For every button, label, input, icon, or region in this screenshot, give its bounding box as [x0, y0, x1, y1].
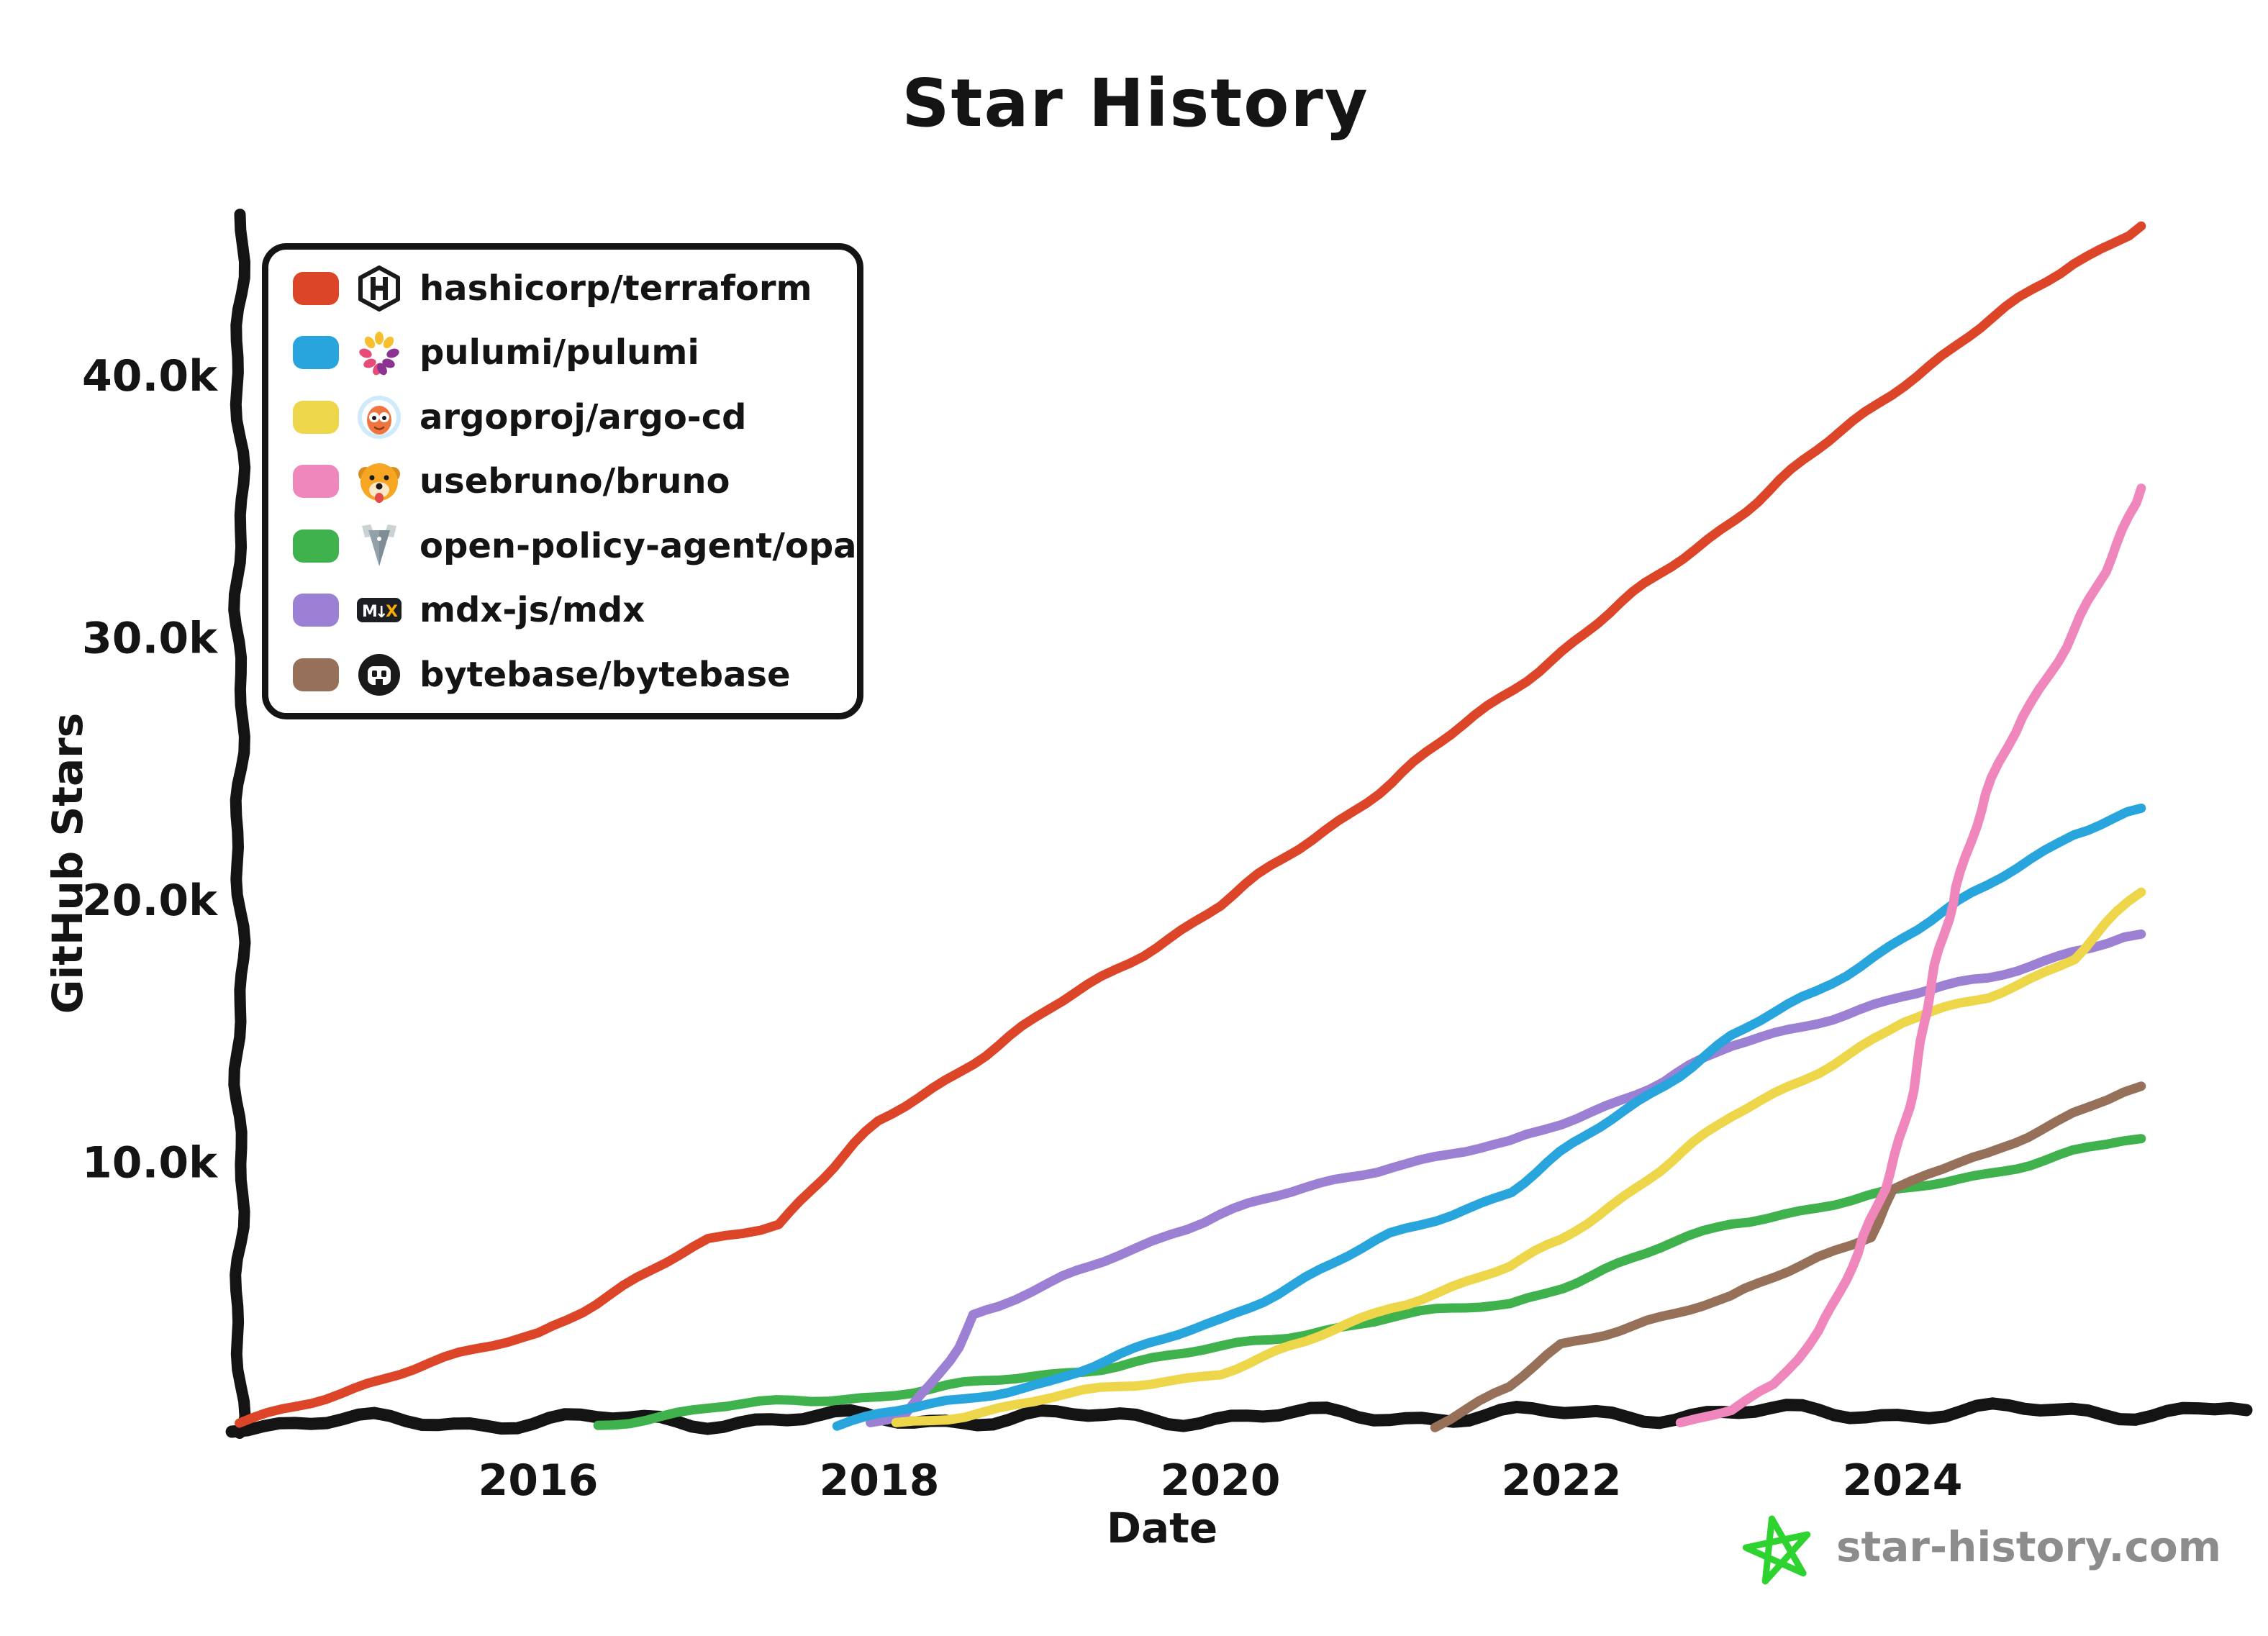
- legend-color-swatch: [293, 529, 339, 563]
- bruno-icon: [356, 458, 402, 504]
- pulumi-icon: [356, 330, 402, 376]
- legend-color-swatch: [293, 658, 339, 691]
- x-tick-label-2018: 2018: [820, 1455, 940, 1506]
- watermark: star-history.com: [1741, 1496, 2221, 1597]
- legend-label: open-policy-agent/opa: [419, 525, 857, 566]
- x-tick-label-2022: 2022: [1502, 1455, 1622, 1506]
- svg-text:X: X: [386, 603, 398, 621]
- legend-color-swatch: [293, 271, 339, 305]
- legend-label: hashicorp/terraform: [419, 268, 812, 309]
- series-line-bytebase-bytebase: [1430, 1081, 2146, 1432]
- legend-item-usebruno-bruno[interactable]: usebruno/bruno: [293, 450, 857, 513]
- legend-color-swatch: [293, 594, 339, 627]
- y-tick-label-30.0k: 30.0k: [82, 614, 219, 664]
- legend-label: mdx-js/mdx: [419, 590, 645, 630]
- bytebase-icon: [356, 652, 402, 698]
- mdx-icon: M ↓ X: [356, 587, 402, 633]
- legend-label: usebruno/bruno: [419, 461, 730, 501]
- legend-label: argoproj/argo-cd: [419, 396, 747, 437]
- legend-label: pulumi/pulumi: [419, 332, 699, 373]
- series-line-pulumi-pulumi: [832, 803, 2146, 1431]
- y-tick-label-40.0k: 40.0k: [82, 351, 219, 401]
- x-tick-label-2024: 2024: [1843, 1455, 1963, 1506]
- x-tick-label-2020: 2020: [1161, 1455, 1281, 1506]
- series-line-argoproj-argo-cd: [891, 887, 2146, 1427]
- series-line-mdx-js-mdx: [866, 929, 2146, 1427]
- x-axis-line: [225, 1397, 2253, 1438]
- svg-text:M: M: [362, 603, 378, 621]
- series-line-usebruno-bruno: [1675, 483, 2146, 1427]
- opa-icon: [356, 523, 402, 569]
- x-axis-label: Date: [1106, 1504, 1218, 1553]
- legend-item-open-policy-agent-opa[interactable]: open-policy-agent/opa: [293, 514, 857, 578]
- legend-color-swatch: [293, 465, 339, 498]
- legend-item-argoproj-argo-cd[interactable]: argoproj/argo-cd: [293, 386, 857, 449]
- y-axis-line: [228, 209, 251, 1439]
- argo-icon: [356, 394, 402, 440]
- y-axis-label: GitHub Stars: [43, 712, 92, 1014]
- legend-box: hashicorp/terraform pulumi/pulumi argoproj…: [262, 243, 863, 719]
- legend-item-bytebase-bytebase[interactable]: bytebase/bytebase: [293, 643, 857, 706]
- svg-text:↓: ↓: [375, 604, 388, 622]
- legend-item-pulumi-pulumi[interactable]: pulumi/pulumi: [293, 321, 857, 384]
- y-tick-label-20.0k: 20.0k: [82, 876, 219, 926]
- x-tick-label-2016: 2016: [478, 1455, 599, 1506]
- series-line-hashicorp-terraform: [235, 221, 2146, 1428]
- legend-item-hashicorp-terraform[interactable]: hashicorp/terraform: [293, 257, 857, 320]
- chart-title: Star History: [902, 65, 1369, 142]
- hashicorp-icon: [356, 265, 402, 312]
- y-tick-label-10.0k: 10.0k: [82, 1138, 219, 1189]
- legend-color-swatch: [293, 400, 339, 434]
- watermark-text: star-history.com: [1836, 1522, 2222, 1571]
- star-history-logo-icon: [1742, 1515, 1811, 1585]
- legend-color-swatch: [293, 336, 339, 369]
- legend-label: bytebase/bytebase: [419, 654, 791, 695]
